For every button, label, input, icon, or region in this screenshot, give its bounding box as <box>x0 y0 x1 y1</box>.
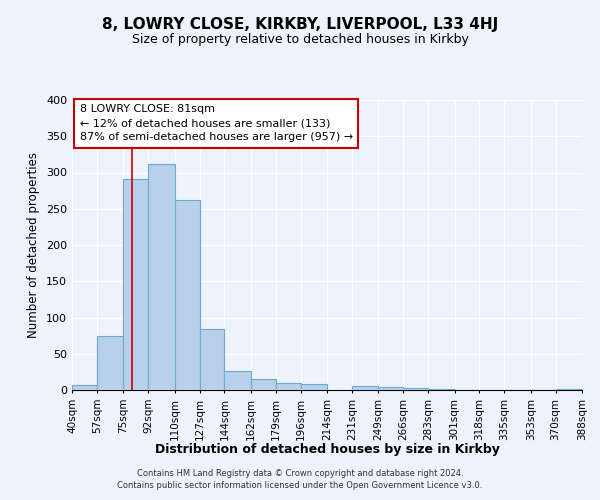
Bar <box>352 386 378 390</box>
Text: 8, LOWRY CLOSE, KIRKBY, LIVERPOOL, L33 4HJ: 8, LOWRY CLOSE, KIRKBY, LIVERPOOL, L33 4… <box>102 18 498 32</box>
Bar <box>403 388 428 390</box>
Text: Size of property relative to detached houses in Kirkby: Size of property relative to detached ho… <box>131 32 469 46</box>
Bar <box>123 179 148 390</box>
Bar <box>97 336 123 390</box>
Bar <box>556 388 582 390</box>
Bar <box>148 164 175 390</box>
Text: 8 LOWRY CLOSE: 81sqm
← 12% of detached houses are smaller (133)
87% of semi-deta: 8 LOWRY CLOSE: 81sqm ← 12% of detached h… <box>80 104 353 142</box>
Bar <box>276 384 301 390</box>
Bar <box>224 371 251 390</box>
Bar <box>72 385 97 390</box>
Text: Distribution of detached houses by size in Kirkby: Distribution of detached houses by size … <box>155 442 499 456</box>
Bar <box>175 200 199 390</box>
Bar <box>199 329 224 390</box>
Bar <box>378 387 403 390</box>
Text: Contains public sector information licensed under the Open Government Licence v3: Contains public sector information licen… <box>118 481 482 490</box>
Bar <box>251 379 276 390</box>
Text: Contains HM Land Registry data © Crown copyright and database right 2024.: Contains HM Land Registry data © Crown c… <box>137 468 463 477</box>
Bar <box>301 384 327 390</box>
Y-axis label: Number of detached properties: Number of detached properties <box>28 152 40 338</box>
